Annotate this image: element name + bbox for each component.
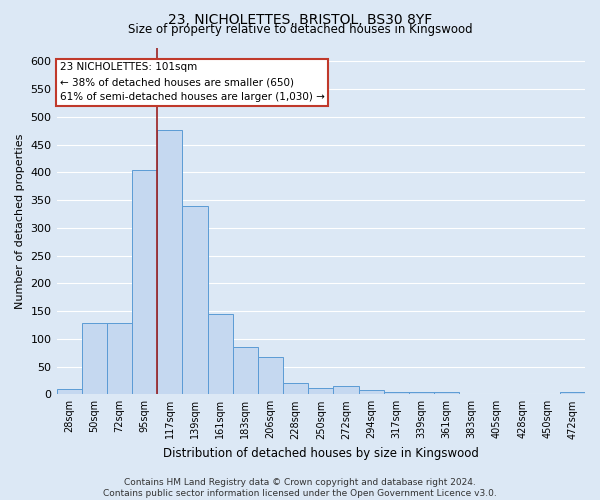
Text: 23, NICHOLETTES, BRISTOL, BS30 8YF: 23, NICHOLETTES, BRISTOL, BS30 8YF (168, 12, 432, 26)
Bar (56, 389, 82, 394)
Bar (233, 347, 258, 395)
Bar (383, 392, 409, 394)
Bar (560, 392, 585, 394)
Bar (258, 356, 283, 395)
Bar (283, 383, 308, 394)
Bar (434, 392, 459, 394)
Text: Size of property relative to detached houses in Kingswood: Size of property relative to detached ho… (128, 22, 472, 36)
Text: Contains HM Land Registry data © Crown copyright and database right 2024.
Contai: Contains HM Land Registry data © Crown c… (103, 478, 497, 498)
Bar (82, 324, 107, 394)
Bar (208, 314, 233, 394)
Bar (334, 386, 359, 394)
Bar (359, 390, 383, 394)
Bar (182, 206, 208, 394)
Bar (107, 324, 132, 394)
Bar (157, 130, 182, 394)
Y-axis label: Number of detached properties: Number of detached properties (15, 133, 25, 308)
Bar (409, 392, 434, 394)
Bar (308, 388, 334, 394)
Bar (132, 170, 157, 394)
Text: 23 NICHOLETTES: 101sqm
← 38% of detached houses are smaller (650)
61% of semi-de: 23 NICHOLETTES: 101sqm ← 38% of detached… (59, 62, 325, 102)
X-axis label: Distribution of detached houses by size in Kingswood: Distribution of detached houses by size … (163, 447, 479, 460)
